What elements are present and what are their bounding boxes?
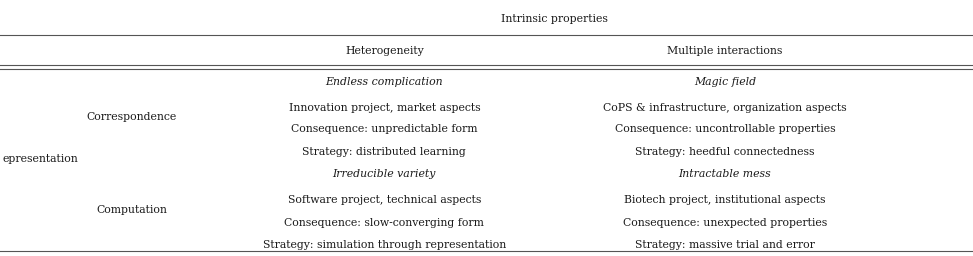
- Text: Consequence: slow-converging form: Consequence: slow-converging form: [284, 218, 485, 228]
- Text: Heterogeneity: Heterogeneity: [345, 46, 423, 56]
- Text: CoPS & infrastructure, organization aspects: CoPS & infrastructure, organization aspe…: [603, 102, 847, 113]
- Text: Consequence: uncontrollable properties: Consequence: uncontrollable properties: [615, 124, 835, 134]
- Text: Strategy: massive trial and error: Strategy: massive trial and error: [635, 240, 814, 250]
- Text: Multiple interactions: Multiple interactions: [667, 46, 782, 56]
- Text: Consequence: unexpected properties: Consequence: unexpected properties: [623, 218, 827, 228]
- Text: Strategy: heedful connectedness: Strategy: heedful connectedness: [635, 146, 814, 157]
- Text: Innovation project, market aspects: Innovation project, market aspects: [289, 102, 480, 113]
- Text: Endless complication: Endless complication: [326, 77, 443, 87]
- Text: epresentation: epresentation: [3, 154, 79, 164]
- Text: Intrinsic properties: Intrinsic properties: [501, 14, 608, 24]
- Text: Intractable mess: Intractable mess: [678, 169, 772, 179]
- Text: Magic field: Magic field: [694, 77, 756, 87]
- Text: Software project, technical aspects: Software project, technical aspects: [288, 195, 481, 205]
- Text: Irreducible variety: Irreducible variety: [333, 169, 436, 179]
- Text: Consequence: unpredictable form: Consequence: unpredictable form: [291, 124, 478, 134]
- Text: Strategy: simulation through representation: Strategy: simulation through representat…: [263, 240, 506, 250]
- Text: Strategy: distributed learning: Strategy: distributed learning: [303, 146, 466, 157]
- Text: Correspondence: Correspondence: [87, 112, 176, 122]
- Text: Computation: Computation: [96, 205, 166, 215]
- Text: Biotech project, institutional aspects: Biotech project, institutional aspects: [624, 195, 826, 205]
